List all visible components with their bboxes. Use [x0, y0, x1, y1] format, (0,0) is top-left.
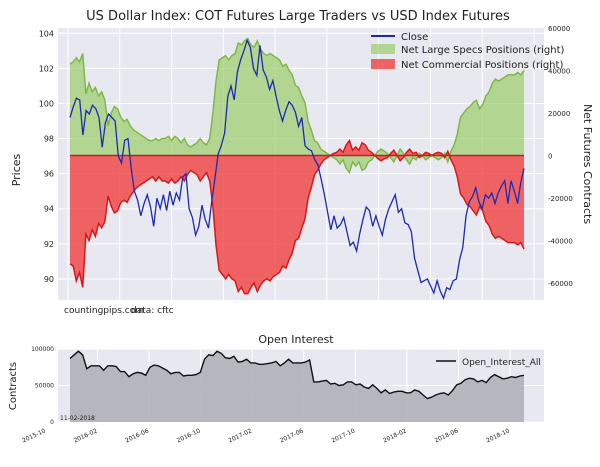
- oi-legend: Open_Interest_All: [436, 358, 541, 368]
- oi-y-tick-label: 50000: [35, 383, 54, 390]
- net-large-specs-line: [69, 37, 525, 175]
- oi-x-ticks: 2015-10 2016-02 2016-06 2016-10 2017-02 2017-…: [21, 427, 511, 444]
- main-title: US Dollar Index: COT Futures Large Trade…: [86, 9, 510, 24]
- legend-specs-label: Net Large Specs Positions (right): [401, 45, 565, 56]
- oi-y-label: Contracts: [8, 362, 19, 410]
- open-interest-area: [70, 351, 524, 422]
- oi-date-label: 11-02-2018: [60, 415, 95, 422]
- left-tick-label: 104: [39, 29, 54, 38]
- left-tick-label: 92: [44, 240, 54, 249]
- net-large-specs-area: [70, 38, 524, 173]
- right-tick-label: 0: [548, 153, 552, 161]
- left-tick-label: 102: [39, 64, 54, 73]
- main-legend: Close Net Large Specs Positions (right) …: [371, 32, 565, 71]
- oi-y-ticks: 0 50000 100000: [31, 346, 54, 426]
- main-y-label: Prices: [10, 153, 23, 186]
- close-price-line: [69, 38, 525, 301]
- left-tick-label: 98: [44, 135, 54, 144]
- legend-specs-swatch: [371, 44, 395, 54]
- main-left-ticks: 90 92 94 96 98 100 102 104: [39, 29, 54, 284]
- oi-title: Open Interest: [258, 333, 334, 346]
- oi-x-tick-label: 2018-02: [382, 427, 408, 444]
- oi-plot-marks: [69, 350, 525, 422]
- legend-commercial-label: Net Commercial Positions (right): [401, 60, 563, 71]
- left-tick-label: 96: [44, 170, 54, 179]
- data-source-note: data: cftc: [131, 306, 174, 316]
- legend-oi-label: Open_Interest_All: [462, 358, 541, 368]
- oi-x-tick-label: 2017-10: [330, 427, 356, 444]
- main-right-ticks: -60000 -40000 -20000 0 20000 40000 60000: [548, 25, 573, 288]
- oi-x-tick-label: 2016-06: [124, 427, 150, 444]
- open-interest-line: [69, 350, 525, 400]
- left-tick-label: 100: [39, 99, 54, 108]
- legend-close-label: Close: [401, 32, 428, 43]
- right-tick-label: -20000: [548, 195, 573, 203]
- left-tick-label: 90: [44, 275, 54, 284]
- right-tick-label: 40000: [548, 68, 570, 76]
- right-tick-label: -40000: [548, 238, 573, 246]
- oi-y-tick-label: 100000: [31, 346, 54, 353]
- legend-commercial-swatch: [371, 59, 395, 69]
- main-plot-marks: [69, 37, 525, 301]
- source-watermark: countingpips.com: [64, 306, 144, 316]
- oi-x-tick-label: 2017-02: [227, 427, 253, 444]
- right-tick-label: 20000: [548, 110, 570, 118]
- net-commercial-line: [69, 138, 525, 295]
- oi-y-tick-label: 0: [50, 419, 54, 426]
- oi-x-tick-label: 2016-10: [176, 427, 202, 444]
- right-tick-label: -60000: [548, 280, 573, 288]
- right-tick-label: 60000: [548, 25, 570, 33]
- oi-x-tick-label: 2018-10: [485, 427, 511, 444]
- oi-x-tick-label: 2016-02: [73, 427, 99, 444]
- oi-x-tick-label: 2018-06: [434, 427, 460, 444]
- left-tick-label: 94: [44, 205, 54, 214]
- main-y2-label: Net Futures Contracts: [581, 104, 594, 224]
- oi-x-tick-label: 2017-06: [279, 427, 305, 444]
- oi-x-tick-label: 2015-10: [21, 427, 47, 444]
